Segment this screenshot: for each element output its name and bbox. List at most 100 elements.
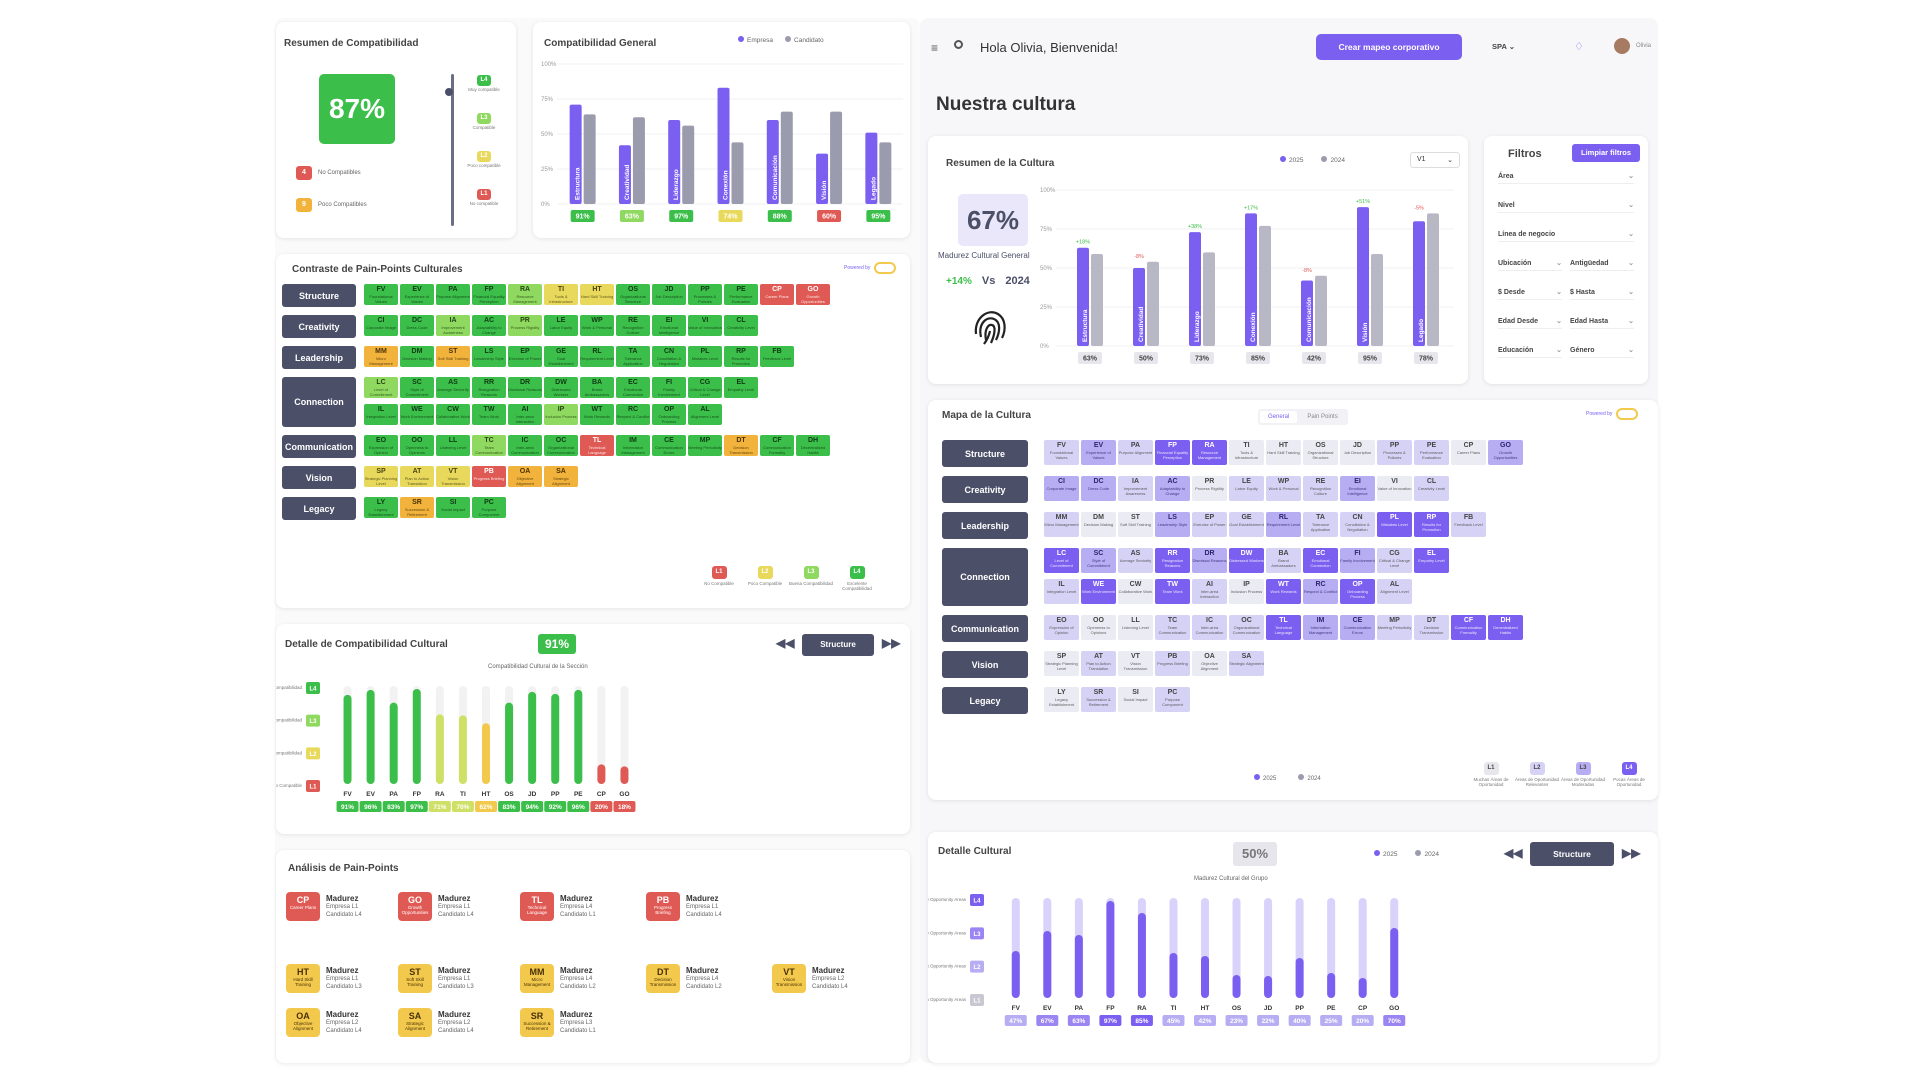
section-selector[interactable]: Structure	[1530, 842, 1614, 866]
category-connection[interactable]: Connection	[942, 548, 1028, 606]
cell-ti[interactable]: TI Tools & Infrastructure	[1229, 440, 1264, 465]
cell-ei[interactable]: EI Emotional Intelligence	[652, 315, 686, 336]
cell-cp[interactable]: CP Career Plans	[1451, 440, 1486, 465]
cell-ec[interactable]: EC Emotional Connection	[1303, 548, 1338, 573]
cell-il[interactable]: IL Integration Level	[1044, 579, 1079, 604]
cell-ic[interactable]: IC Inter-area Communication	[508, 435, 542, 456]
pain-point-mm[interactable]: MM Micro Management Madurez Empresa L4 Candi…	[520, 964, 596, 993]
cell-at[interactable]: AT Plan to Action Translation	[1081, 651, 1116, 676]
category-communication[interactable]: Communication	[942, 615, 1028, 642]
cell-vt[interactable]: VT Vision Transmission	[1118, 651, 1153, 676]
cell-ac[interactable]: AC Adaptability to Change	[472, 315, 506, 336]
category-leadership[interactable]: Leadership	[942, 512, 1028, 539]
cell-vi[interactable]: VI Value of Innovation	[1377, 476, 1412, 501]
cell-st[interactable]: ST Soft Skill Training	[1118, 512, 1153, 537]
cell-ra[interactable]: RA Resource Management	[508, 284, 542, 305]
cell-cl[interactable]: CL Creativity Level	[724, 315, 758, 336]
cell-al[interactable]: AL Alignment Level	[688, 404, 722, 425]
cell-sr[interactable]: SR Succession & Retirement	[400, 497, 434, 518]
cell-dw[interactable]: DW Distressed Workers	[544, 377, 578, 398]
cell-sp[interactable]: SP Strategic Planning Level	[1044, 651, 1079, 676]
cell-ev[interactable]: EV Experience of Values	[400, 284, 434, 305]
cell-cg[interactable]: CG Critical & Change Level	[1377, 548, 1412, 573]
cell-si[interactable]: SI Social Impact	[1118, 687, 1153, 712]
cell-pr[interactable]: PR Process Rigidity	[1192, 476, 1227, 501]
cell-ai[interactable]: AI Inter-area Interaction	[508, 404, 542, 425]
cell-ci[interactable]: CI Corporate Image	[1044, 476, 1079, 501]
category-connection[interactable]: Connection	[282, 377, 356, 427]
search-icon[interactable]	[954, 40, 963, 49]
bell-icon[interactable]: ♢	[1574, 41, 1584, 53]
cell-ge[interactable]: GE Goal Establishment	[544, 346, 578, 367]
cell-tc[interactable]: TC Team Communication	[472, 435, 506, 456]
cell-ip[interactable]: IP Inclusion Process	[1229, 579, 1264, 604]
cell-ti[interactable]: TI Tools & Infrastructure	[544, 284, 578, 305]
cell-pb[interactable]: PB Progress Briefing	[1155, 651, 1190, 676]
cell-ic[interactable]: IC Inter-area Communication	[1192, 615, 1227, 640]
cell-cw[interactable]: CW Collaborative Work	[1118, 579, 1153, 604]
pain-point-tl[interactable]: TL Technical Language Madurez Empresa L4 Can…	[520, 892, 596, 921]
pain-point-ht[interactable]: HT Hard Skill Training Madurez Empresa L1 Ca…	[286, 964, 362, 993]
category-creativity[interactable]: Creativity	[282, 315, 356, 338]
cell-pa[interactable]: PA Purpose Alignment	[436, 284, 470, 305]
pain-point-oa[interactable]: OA Objective Alignment Madurez Empresa L2 Ca…	[286, 1008, 362, 1037]
category-legacy[interactable]: Legacy	[942, 687, 1028, 714]
language-select[interactable]: SPA ⌄	[1492, 42, 1515, 51]
category-vision[interactable]: Vision	[282, 466, 356, 489]
pain-point-go[interactable]: GO Growth Opportunities Madurez Empresa L1 C…	[398, 892, 474, 921]
cell-ba[interactable]: BA Brand Ambassadors	[1266, 548, 1301, 573]
cell-ls[interactable]: LS Leadership Style	[1155, 512, 1190, 537]
tab-pain-points[interactable]: Pain Points	[1307, 414, 1338, 420]
cell-tw[interactable]: TW Team Work	[472, 404, 506, 425]
cell-pa[interactable]: PA Purpose Alignment	[1118, 440, 1153, 465]
cell-ia[interactable]: IA Improvement Awareness	[1118, 476, 1153, 501]
cell-pr[interactable]: PR Process Rigidity	[508, 315, 542, 336]
category-communication[interactable]: Communication	[282, 435, 356, 458]
cell-cl[interactable]: CL Creativity Level	[1414, 476, 1449, 501]
cell-dh[interactable]: DH Decentralized Habits	[796, 435, 830, 456]
section-selector[interactable]: Structure	[802, 634, 874, 656]
cell-sa[interactable]: SA Strategic Alignment	[544, 466, 578, 487]
filter-0[interactable]: Área ⌄	[1498, 172, 1634, 184]
cell-rl[interactable]: RL Requirement Level	[1266, 512, 1301, 537]
cell-le[interactable]: LE Labor Equity	[544, 315, 578, 336]
cell-im[interactable]: IM Information Management	[1303, 615, 1338, 640]
cell-lc[interactable]: LC Level of Commitment	[1044, 548, 1079, 573]
filter-3-0[interactable]: Ubicación ⌄	[1498, 259, 1562, 271]
cell-ta[interactable]: TA Tolerance Application	[616, 346, 650, 367]
cell-ht[interactable]: HT Hard Skill Training	[580, 284, 614, 305]
cell-tw[interactable]: TW Team Work	[1155, 579, 1190, 604]
category-structure[interactable]: Structure	[282, 284, 356, 307]
pain-point-st[interactable]: ST Soft Skill Training Madurez Empresa L1 Ca…	[398, 964, 474, 993]
next-section-button[interactable]: ▶▶	[882, 636, 901, 650]
cell-we[interactable]: WE Work Environment	[400, 404, 434, 425]
cell-ra[interactable]: RA Resource Management	[1192, 440, 1227, 465]
cell-el[interactable]: EL Empathy Level	[724, 377, 758, 398]
cell-sr[interactable]: SR Succession & Retirement	[1081, 687, 1116, 712]
tab-general[interactable]: General	[1260, 411, 1298, 423]
cell-mm[interactable]: MM Micro Management	[364, 346, 398, 367]
cell-pp[interactable]: PP Processes & Policies	[688, 284, 722, 305]
cell-ta[interactable]: TA Tolerance Application	[1303, 512, 1338, 537]
cell-fb[interactable]: FB Feedback Level	[1451, 512, 1486, 537]
cell-rc[interactable]: RC Respect & Conflict	[616, 404, 650, 425]
cell-ce[interactable]: CE Communication Errors	[652, 435, 686, 456]
cell-oo[interactable]: OO Openness to Opinions	[400, 435, 434, 456]
cell-mp[interactable]: MP Meeting Periodicity	[688, 435, 722, 456]
cell-op[interactable]: OP Onboarding Process	[652, 404, 686, 425]
cell-mp[interactable]: MP Meeting Periodicity	[1377, 615, 1412, 640]
cell-oc[interactable]: OC Organizational Communication	[1229, 615, 1264, 640]
cell-dc[interactable]: DC Dress Code	[400, 315, 434, 336]
cell-re[interactable]: RE Recognition Culture	[616, 315, 650, 336]
cell-ip[interactable]: IP Inclusion Process	[544, 404, 578, 425]
filter-5-1[interactable]: Edad Hasta ⌄	[1570, 317, 1634, 329]
filter-6-1[interactable]: Género ⌄	[1570, 346, 1634, 358]
pain-point-sr[interactable]: SR Succession & Retirement Madurez Empresa …	[520, 1008, 596, 1037]
category-leadership[interactable]: Leadership	[282, 346, 356, 369]
cell-vt[interactable]: VT Vision Transmission	[436, 466, 470, 487]
cell-eo[interactable]: EO Expression of Opinion	[364, 435, 398, 456]
cell-lc[interactable]: LC Level of Commitment	[364, 377, 398, 398]
cell-cf[interactable]: CF Communication Formality	[1451, 615, 1486, 640]
filter-1[interactable]: Nivel ⌄	[1498, 201, 1634, 213]
filter-3-1[interactable]: Antigüedad ⌄	[1570, 259, 1634, 271]
